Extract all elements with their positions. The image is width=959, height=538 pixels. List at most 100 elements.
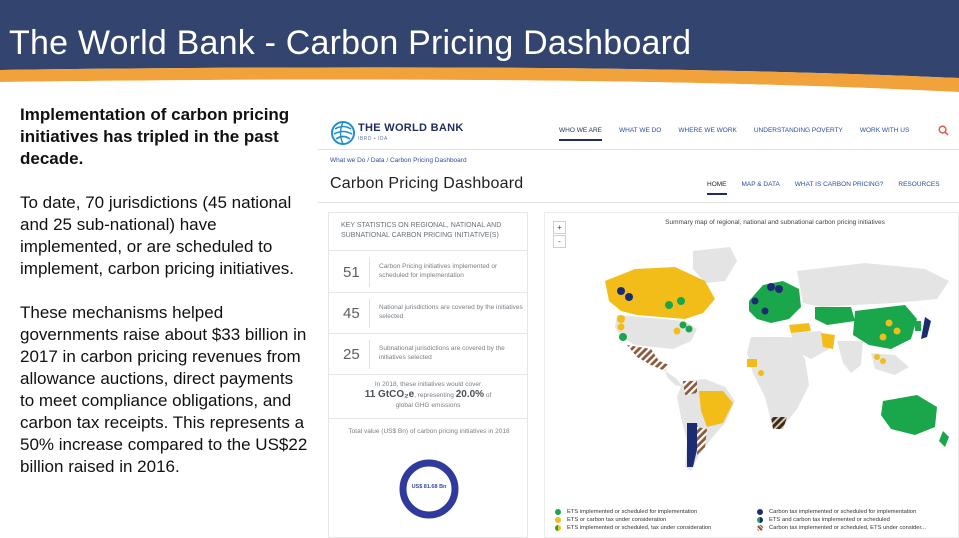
stat-label: National jurisdictions are covered by th… — [379, 304, 523, 320]
nav-who-we-are[interactable]: WHO WE ARE — [559, 127, 602, 141]
nav-what-we-do[interactable]: WHAT WE DO — [618, 127, 662, 134]
northeast-marker — [673, 327, 681, 335]
turkey-region — [789, 323, 811, 333]
coverage-outro: global GHG emissions — [395, 402, 461, 409]
dashboard-screenshot: THE WORLD BANK IBRD • IDA WHO WE ARE WHA… — [318, 108, 959, 538]
legend-item: Carbon tax implemented or scheduled, ETS… — [757, 525, 926, 531]
coverage-amount: 11 GtCO₂e — [364, 389, 415, 400]
australia-region — [881, 395, 937, 435]
nav-understanding-poverty[interactable]: UNDERSTANDING POVERTY — [753, 127, 843, 134]
coverage-mid: , representing — [414, 392, 454, 399]
canada-marker — [651, 295, 659, 303]
quebec-marker — [677, 297, 685, 305]
divider — [369, 299, 370, 328]
russia-region — [797, 263, 949, 307]
stat-value: 25 — [343, 346, 360, 363]
divider — [318, 202, 959, 203]
nav-work-with-us[interactable]: WORK WITH US — [859, 127, 910, 134]
page-title: Carbon Pricing Dashboard — [330, 175, 524, 192]
bc-marker — [617, 287, 625, 295]
brazil-region — [699, 391, 733, 427]
legend-swatch — [757, 525, 763, 531]
stat-value: 51 — [343, 264, 360, 281]
japan-region — [921, 317, 931, 339]
legend-label: Carbon tax implemented or scheduled, ETS… — [769, 525, 926, 531]
southeast-asia-region — [871, 353, 909, 375]
canada-marker — [641, 289, 649, 297]
argentina-region — [697, 427, 707, 455]
mexico-region — [627, 345, 669, 371]
china-pilot-marker — [885, 319, 893, 327]
search-icon[interactable] — [938, 125, 949, 136]
dashboard-tabs: HOME MAP & DATA WHAT IS CARBON PRICING? … — [707, 181, 955, 195]
stat-label: Subnational jurisdictions are covered by… — [379, 345, 505, 361]
stat-row: 51 Carbon Pricing initiatives implemente… — [329, 252, 527, 293]
legend-label: Carbon tax implemented or scheduled for … — [769, 509, 917, 515]
total-value: US$ 81.68 Bn — [411, 484, 447, 490]
norway-marker — [767, 283, 775, 291]
usa-region — [615, 315, 697, 349]
slide-title: The World Bank - Carbon Pricing Dashboar… — [9, 24, 692, 62]
legend-swatch — [555, 525, 561, 531]
senegal-region — [747, 359, 757, 367]
legend-swatch — [757, 509, 763, 515]
canada-region — [605, 267, 715, 319]
france-marker — [761, 307, 769, 315]
legend-item: Carbon tax implemented or scheduled for … — [757, 509, 916, 515]
china-region — [853, 305, 917, 349]
top-nav: WHO WE ARE WHAT WE DO WHERE WE WORK UNDE… — [559, 127, 926, 141]
new-zealand-region — [939, 431, 949, 447]
stat-row: 45 National jurisdictions are covered by… — [329, 293, 527, 334]
tab-what-is-carbon-pricing[interactable]: WHAT IS CARBON PRICING? — [794, 181, 884, 188]
legend-label: ETS implemented or scheduled for impleme… — [567, 509, 698, 515]
world-bank-logo-text[interactable]: THE WORLD BANK — [358, 122, 464, 134]
tab-map-data[interactable]: MAP & DATA — [741, 181, 780, 188]
tab-resources[interactable]: RESOURCES — [898, 181, 940, 188]
vietnam-marker — [880, 358, 886, 364]
stat-row: 25 Subnational jurisdictions are covered… — [329, 334, 527, 375]
coverage-summary: In 2018, these initiatives would cover 1… — [329, 375, 527, 419]
uk-marker — [751, 297, 759, 305]
world-map[interactable] — [565, 241, 955, 481]
cote-divoire-marker — [758, 370, 764, 376]
legend-swatch — [555, 517, 561, 523]
legend-item: ETS and carbon tax implemented or schedu… — [757, 517, 890, 523]
key-statistics-panel: KEY STATISTICS ON REGIONAL, NATIONAL AND… — [328, 212, 528, 538]
ontario-marker — [665, 301, 673, 309]
slide-text: Implementation of carbon pricing initiat… — [20, 104, 310, 478]
zoom-in-button[interactable]: + — [553, 221, 566, 234]
divider — [369, 340, 370, 369]
china-pilot-marker — [879, 333, 887, 341]
rggi-marker — [679, 321, 687, 329]
zoom-out-button[interactable]: - — [553, 235, 566, 248]
nav-where-we-work[interactable]: WHERE WE WORK — [678, 127, 737, 134]
divider — [318, 149, 959, 150]
jurisdictions-paragraph: To date, 70 jurisdictions (45 national a… — [20, 193, 295, 278]
tab-home[interactable]: HOME — [707, 181, 727, 195]
legend-item: ETS implemented or scheduled, tax under … — [555, 525, 711, 531]
total-value-label: Total value (US$ Bn) of carbon pricing i… — [348, 428, 510, 435]
total-value-donut — [399, 459, 459, 519]
world-bank-globe-icon[interactable] — [330, 120, 356, 146]
legend-item: ETS implemented or scheduled for impleme… — [555, 509, 697, 515]
thailand-marker — [874, 354, 880, 360]
legend-label: ETS and carbon tax implemented or schedu… — [769, 517, 890, 523]
sweden-marker — [775, 285, 783, 293]
chile-argentina-region — [687, 423, 699, 467]
title-banner: The World Bank - Carbon Pricing Dashboar… — [0, 0, 959, 92]
greenland-region — [693, 247, 737, 283]
legend-label: ETS or carbon tax under consideration — [567, 517, 667, 523]
coverage-percent: 20.0% — [455, 389, 485, 400]
legend-item: ETS or carbon tax under consideration — [555, 517, 666, 523]
lead-text: Implementation of carbon pricing initiat… — [20, 105, 290, 168]
breadcrumb[interactable]: What we Do / Data / Carbon Pricing Dashb… — [330, 157, 467, 164]
china-pilot-marker — [893, 327, 901, 335]
map-title: Summary map of regional, national and su… — [665, 219, 885, 226]
coverage-of: of — [485, 392, 492, 399]
divider — [369, 258, 370, 287]
korea-region — [915, 321, 921, 331]
oregon-marker — [617, 323, 625, 331]
south-africa-region — [771, 417, 787, 429]
washington-marker — [617, 315, 625, 323]
